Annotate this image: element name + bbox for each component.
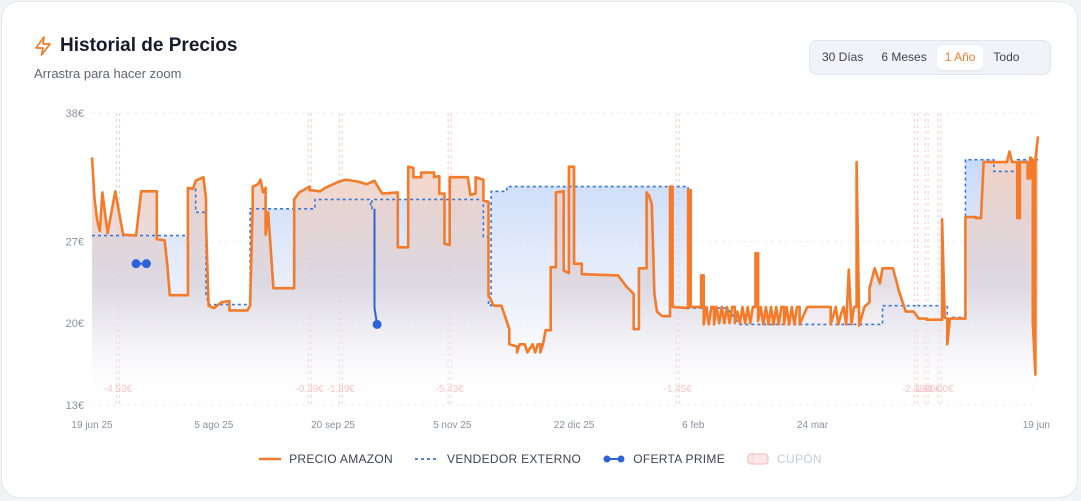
- legend-external-label: VENDEDOR EXTERNO: [447, 452, 582, 466]
- chart-legend: PRECIO AMAZON VENDEDOR EXTERNO OFERTA PR…: [0, 452, 1081, 466]
- legend-line-swatch: [259, 457, 282, 461]
- prime-point: [131, 259, 141, 269]
- title-row: Historial de Precios: [34, 35, 237, 57]
- amazon-price-line: [90, 136, 1040, 376]
- x-tick-label: 20 sep 25: [311, 420, 355, 431]
- x-tick-label: 19 jun 25: [71, 420, 113, 431]
- external-seller-line: [92, 158, 1038, 326]
- series-lines: [90, 136, 1040, 376]
- range-selector: 30 Días 6 Meses 1 Año Todo: [809, 40, 1051, 75]
- y-tick-label: 38€: [66, 108, 84, 120]
- lightning-icon: [35, 36, 51, 56]
- x-tick-label: 5 ago 25: [194, 420, 233, 431]
- x-tick-label: 22 dic 25: [554, 420, 595, 431]
- legend-prime[interactable]: OFERTA PRIME: [603, 452, 725, 466]
- y-tick-label: 27€: [66, 236, 84, 248]
- chart-title: Historial de Precios: [60, 35, 238, 56]
- range-all-button[interactable]: Todo: [993, 50, 1020, 64]
- x-tick-label: 6 feb: [682, 420, 705, 431]
- coupon-icon: [747, 453, 769, 465]
- range-30-days-button[interactable]: 30 Días: [822, 50, 864, 64]
- chart-subtitle: Arrastra para hacer zoom: [34, 66, 182, 81]
- x-tick-label: 19 jun: [1023, 420, 1050, 431]
- x-tick-label: 5 nov 25: [433, 420, 472, 431]
- legend-amazon[interactable]: PRECIO AMAZON: [259, 452, 393, 466]
- prime-point: [141, 259, 151, 269]
- legend-prime-label: OFERTA PRIME: [633, 452, 726, 466]
- legend-coupon[interactable]: CUPÓN: [747, 452, 822, 466]
- area-fills: [92, 136, 1038, 405]
- x-tick-label: 24 mar: [797, 420, 829, 431]
- x-axis: 19 jun 25 5 ago 25 20 sep 25 5 nov 25 22 dic…: [71, 420, 1050, 431]
- y-tick-label: 13€: [66, 400, 84, 412]
- legend-dots-swatch: [603, 455, 625, 463]
- prime-point: [372, 319, 382, 329]
- range-6-months-button[interactable]: 6 Meses: [881, 50, 927, 64]
- range-1-year-button[interactable]: 1 Año: [936, 45, 984, 70]
- y-axis: 38€ 27€ 20€ 13€: [66, 108, 84, 412]
- legend-external[interactable]: VENDEDOR EXTERNO: [415, 452, 581, 466]
- legend-dashed-swatch: [415, 458, 440, 460]
- amazon-area: [92, 136, 1038, 405]
- legend-amazon-label: PRECIO AMAZON: [289, 452, 394, 466]
- prime-offer-line: [373, 208, 379, 325]
- legend-coupon-label: CUPÓN: [777, 452, 822, 466]
- y-tick-label: 20€: [66, 318, 84, 330]
